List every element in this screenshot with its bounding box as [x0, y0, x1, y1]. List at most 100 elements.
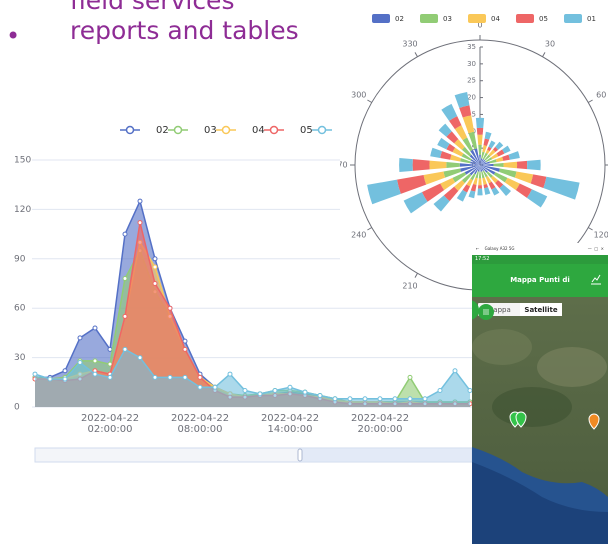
point [333, 397, 337, 401]
angle-tick-label: 240 [351, 231, 366, 240]
point [78, 361, 82, 365]
map-tab[interactable]: Satellite [524, 306, 557, 314]
point [303, 390, 307, 394]
point [363, 397, 367, 401]
point [423, 397, 427, 401]
angle-tick-label: 270 [340, 161, 348, 170]
point [33, 372, 37, 376]
point [123, 232, 127, 236]
x-tick-label: 2022-04-22 20:00:00 [345, 413, 415, 435]
y-tick-label: 90 [14, 254, 26, 264]
polar-bar [399, 158, 413, 172]
x-tick-label: 2022-04-22 08:00:00 [165, 413, 235, 435]
polar-bar [478, 178, 482, 185]
legend-symbol [420, 14, 438, 23]
point [288, 385, 292, 389]
legend-symbol [468, 14, 486, 23]
legend-label: 05 [300, 125, 313, 136]
point [108, 362, 112, 366]
y-tick-label: 0 [14, 403, 20, 413]
point [153, 265, 157, 269]
point [213, 385, 217, 389]
legend-label: 02 [156, 125, 169, 136]
point [123, 314, 127, 318]
chart-icon[interactable] [590, 273, 602, 285]
angle-tick-label: 210 [402, 282, 417, 291]
point [168, 306, 172, 310]
point [108, 347, 112, 351]
point [408, 397, 412, 401]
radius-tick-label: 35 [467, 43, 476, 51]
app-title: Mappa Punti di [472, 276, 608, 284]
polar-bar [413, 159, 430, 171]
app-bar: Mappa Punti di [472, 264, 608, 297]
radius-tick-label: 25 [467, 77, 476, 85]
legend-symbol [319, 127, 326, 134]
legend-label: 04 [491, 15, 500, 23]
legend-symbol [516, 14, 534, 23]
point [123, 347, 127, 351]
zoom-window [300, 448, 472, 462]
point [93, 326, 97, 330]
legend-symbol [372, 14, 390, 23]
point [123, 277, 127, 281]
polar-bar [478, 185, 482, 188]
x-tick-label: 2022-04-22 14:00:00 [255, 413, 325, 435]
radius-tick-label: 30 [467, 60, 476, 68]
angle-tick-label: 60 [596, 91, 606, 100]
window-controls[interactable]: — □ × [588, 243, 604, 255]
point [228, 372, 232, 376]
y-tick-label: 150 [14, 156, 31, 166]
point [183, 375, 187, 379]
point [348, 397, 352, 401]
legend-label: 03 [443, 15, 452, 23]
point [453, 369, 457, 373]
point [183, 347, 187, 351]
x-tick-label: 2022-04-22 02:00:00 [75, 413, 145, 435]
angle-tick-label: 330 [402, 39, 417, 48]
point [153, 257, 157, 261]
angle-tick-label: 120 [594, 231, 608, 240]
point [198, 385, 202, 389]
point [63, 377, 67, 381]
legend-label: 01 [587, 15, 596, 23]
back-icon[interactable]: ← [476, 246, 479, 251]
zoom-handle[interactable] [298, 449, 302, 461]
point [108, 375, 112, 379]
page: field services • reports and tables 0306… [0, 0, 608, 544]
phone-window: ← Galaxy A32 5G — □ × 17:52 Mappa Punti … [472, 243, 608, 544]
point [198, 375, 202, 379]
point [273, 389, 277, 393]
polar-bar [476, 118, 484, 128]
point [93, 372, 97, 376]
point [408, 375, 412, 379]
point [48, 377, 52, 381]
window-bar: ← Galaxy A32 5G — □ × [472, 243, 608, 255]
legend-label: 04 [252, 125, 265, 136]
point [78, 336, 82, 340]
legend-label: 03 [204, 125, 217, 136]
legend-symbol [271, 127, 278, 134]
point [153, 282, 157, 286]
polar-bar [517, 161, 527, 169]
point [168, 375, 172, 379]
y-tick-label: 30 [14, 353, 26, 363]
angle-tick-label: 30 [545, 39, 555, 48]
map[interactable]: Mappa Satellite [472, 297, 608, 544]
point [138, 356, 142, 360]
point [153, 375, 157, 379]
legend-label: 02 [395, 15, 404, 23]
point [138, 221, 142, 225]
point [183, 339, 187, 343]
angle-tick-label: 300 [351, 91, 366, 100]
legend-symbol [564, 14, 582, 23]
point [138, 199, 142, 203]
y-tick-label: 60 [14, 304, 26, 314]
window-title: Galaxy A32 5G [485, 246, 515, 251]
point [243, 389, 247, 393]
status-bar: 17:52 [472, 255, 608, 264]
point [318, 393, 322, 397]
legend-symbol [223, 127, 230, 134]
point [63, 369, 67, 373]
polar-bar [477, 128, 483, 135]
